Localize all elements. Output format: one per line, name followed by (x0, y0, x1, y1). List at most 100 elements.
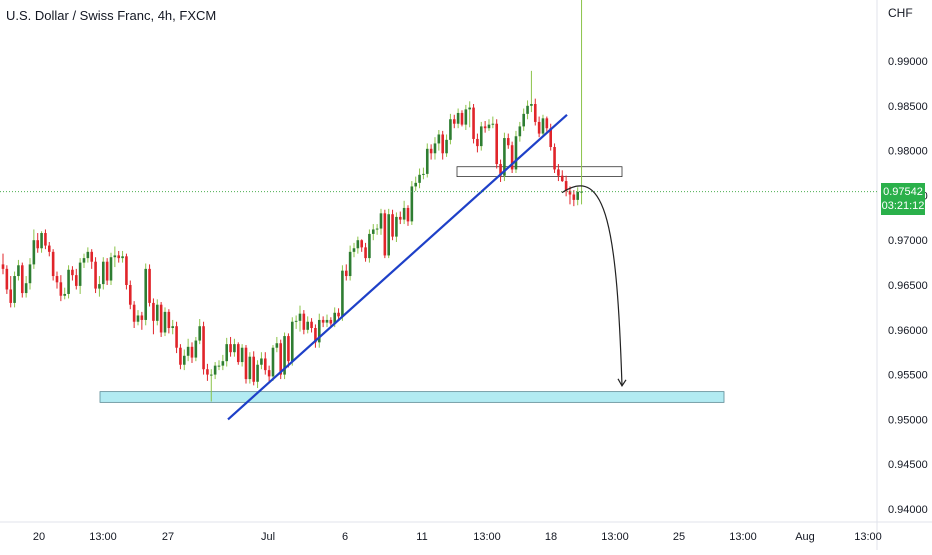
y-tick-label: 0.94000 (888, 504, 928, 516)
candle-body (167, 311, 171, 329)
candle-body (371, 229, 375, 234)
candle-body (387, 214, 390, 256)
candle-body (217, 365, 221, 367)
candle-body (125, 256, 128, 285)
candle-body (86, 251, 90, 259)
candle-body (379, 213, 383, 229)
candle-body (248, 356, 252, 380)
last-price-tag: 0.97542 03:21:12 (881, 183, 925, 215)
candle-body (406, 207, 410, 222)
candle-body (449, 119, 452, 140)
candle-body (67, 269, 70, 294)
candle-body (283, 336, 286, 375)
candle-body (491, 123, 495, 125)
candle-body (132, 304, 136, 322)
candle-body (229, 344, 232, 353)
candle-body (429, 148, 433, 154)
candle-body (329, 319, 333, 324)
candle-body (55, 276, 59, 283)
chart-title: U.S. Dollar / Swiss Franc, 4h, FXCM (6, 8, 217, 23)
candle-body (51, 251, 55, 277)
candle-body (549, 128, 552, 148)
candle-body (82, 258, 86, 263)
candle-body (20, 265, 24, 294)
candle-body (414, 182, 417, 187)
y-tick-label: 0.94500 (888, 459, 928, 471)
last-price-value: 0.97542 (883, 186, 923, 198)
candle-body (13, 276, 16, 303)
candle-body (113, 255, 117, 258)
candle-body (402, 207, 406, 220)
candle-body (233, 344, 236, 353)
candle-body (441, 134, 444, 154)
candle-body (306, 321, 310, 330)
candle-body (152, 302, 155, 321)
y-tick-label: 0.96000 (888, 325, 928, 337)
candle-body (213, 365, 217, 375)
y-tick-label: 0.97000 (888, 235, 928, 247)
trendline (227, 113, 568, 421)
x-tick-label: 6 (342, 531, 348, 543)
candle-body (564, 181, 568, 191)
candle-body (163, 311, 167, 333)
candle-body (553, 147, 556, 170)
candle-body (236, 344, 240, 363)
candle-body (514, 136, 518, 170)
x-tick-label: 18 (545, 531, 557, 543)
y-tick-label: 0.99000 (888, 56, 928, 68)
candle-body (59, 282, 63, 296)
candle-body (206, 369, 209, 375)
candle-body (487, 124, 491, 129)
x-tick-label: Aug (795, 531, 815, 543)
candle-body (310, 321, 313, 329)
candle-body (271, 347, 275, 377)
candle-body (171, 326, 175, 329)
candle-body (279, 343, 283, 375)
candle-body (136, 315, 140, 322)
candle-body (452, 119, 456, 124)
candle-body (348, 251, 352, 277)
candle-body (194, 340, 198, 358)
candle-body (518, 126, 522, 137)
candle-body (503, 138, 506, 176)
candle-body (186, 346, 190, 356)
candle-body (476, 138, 479, 147)
x-tick-label: 20 (33, 531, 45, 543)
candle-body (472, 107, 475, 139)
candle-body (510, 145, 514, 170)
candle-body (321, 319, 325, 323)
candle-body (576, 191, 579, 200)
candle-body (422, 173, 425, 175)
candle-body (275, 343, 279, 348)
x-tick-label: 13:00 (601, 531, 629, 543)
candle-body (287, 336, 290, 362)
candle-body (337, 312, 340, 317)
candle-body (28, 264, 32, 284)
candle-body (225, 344, 229, 362)
candle-body (314, 328, 317, 343)
x-tick-label: 27 (162, 531, 174, 543)
candle-body (221, 361, 225, 366)
candle-body (464, 109, 468, 125)
candle-body (572, 194, 576, 200)
candle-body (101, 261, 105, 285)
x-tick-label: 11 (416, 531, 427, 543)
x-tick-label: 13:00 (729, 531, 757, 543)
candle-body (460, 112, 464, 125)
candle-body (437, 134, 441, 144)
candle-body (395, 216, 398, 237)
candle-body (244, 347, 248, 380)
candle-body (36, 240, 40, 249)
x-tick-label: 25 (673, 531, 685, 543)
y-tick-label: 0.98500 (888, 101, 928, 113)
candle-body (240, 347, 244, 363)
candle-body (209, 374, 213, 376)
candle-body (506, 138, 510, 146)
candle-body (294, 320, 298, 322)
candle-body (298, 313, 302, 321)
candle-body (368, 233, 371, 259)
candle-body (202, 326, 205, 370)
candle-body (117, 255, 121, 259)
